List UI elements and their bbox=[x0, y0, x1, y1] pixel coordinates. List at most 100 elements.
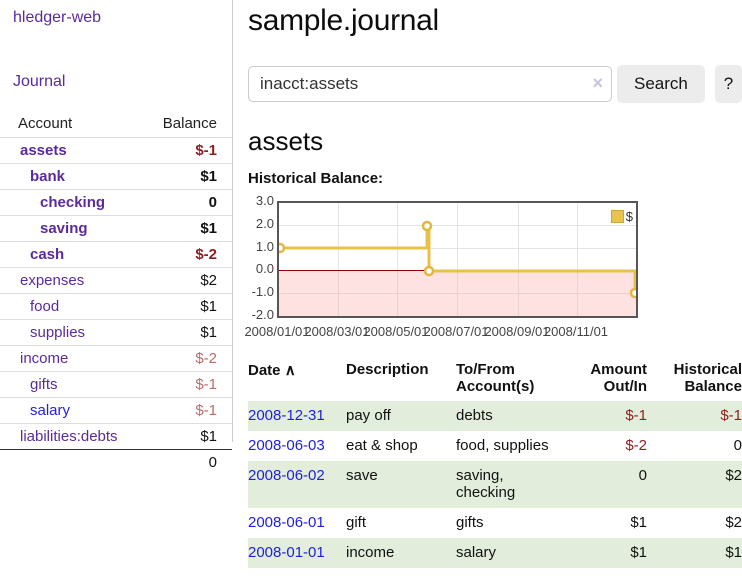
account-row-bank: bank $1 bbox=[0, 163, 232, 190]
account-link-supplies[interactable]: supplies bbox=[30, 324, 86, 341]
transaction-amount: $-1 bbox=[573, 401, 647, 431]
account-link-gifts[interactable]: gifts bbox=[30, 376, 58, 393]
account-row-cash: cash $-2 bbox=[0, 241, 232, 268]
y-tick-label: 2.0 bbox=[255, 216, 274, 231]
x-tick-label: 2008/03/01 bbox=[304, 324, 370, 339]
gridline bbox=[279, 293, 636, 294]
account-link-salary[interactable]: salary bbox=[30, 402, 71, 419]
account-link-food[interactable]: food bbox=[30, 298, 60, 315]
gridline bbox=[577, 203, 578, 316]
data-point-marker bbox=[279, 242, 286, 254]
plot-area: $ bbox=[277, 201, 638, 318]
x-tick-label: 2008/01/01 bbox=[244, 324, 310, 339]
gridline bbox=[338, 203, 339, 316]
historical-balance-chart: 3.0 2.0 1.0 0.0 -1.0 -2.0 bbox=[244, 193, 742, 345]
account-row-supplies: supplies $1 bbox=[0, 319, 232, 346]
transaction-date-link[interactable]: 2008-06-03 bbox=[248, 437, 325, 454]
x-tick-label: 2008/11/01 bbox=[543, 324, 609, 339]
transaction-date-link[interactable]: 2008-12-31 bbox=[248, 407, 325, 424]
search-box: × bbox=[248, 66, 612, 102]
clear-search-icon[interactable]: × bbox=[592, 73, 603, 93]
account-link-cash[interactable]: cash bbox=[30, 246, 65, 263]
transaction-amount: $-2 bbox=[625, 437, 647, 454]
negative-region bbox=[279, 271, 636, 316]
transaction-accounts: food, supplies bbox=[456, 437, 549, 454]
x-tick-label: 2008/09/01 bbox=[484, 324, 550, 339]
transaction-description: income bbox=[345, 538, 455, 568]
register-header-balance: Historical Balance bbox=[673, 361, 742, 395]
account-link-liabilities-debts[interactable]: liabilities:debts bbox=[20, 428, 118, 445]
accounts-total-row: 0 bbox=[0, 450, 232, 476]
y-tick-label: 0.0 bbox=[255, 261, 274, 276]
accounts-total-value: 0 bbox=[208, 454, 217, 471]
register-row: 2008-12-31 pay off debts $-1 $-1 bbox=[248, 401, 742, 431]
transaction-balance: 0 bbox=[733, 437, 742, 454]
app-brand-link[interactable]: hledger-web bbox=[13, 9, 102, 26]
accounts-header-balance: Balance bbox=[146, 112, 232, 138]
gridline bbox=[457, 203, 458, 316]
transaction-amount: 0 bbox=[573, 461, 647, 508]
legend-swatch-icon bbox=[610, 210, 624, 223]
help-button[interactable]: ? bbox=[714, 65, 742, 103]
register-row: 2008-06-02 save saving, checking 0 $2 bbox=[248, 461, 742, 508]
y-tick-label: -2.0 bbox=[251, 307, 274, 322]
transaction-accounts: salary bbox=[455, 538, 573, 568]
transaction-amount: $1 bbox=[630, 514, 647, 531]
transaction-date-link[interactable]: 2008-06-01 bbox=[248, 514, 325, 531]
account-balance: $1 bbox=[146, 215, 232, 242]
gridline bbox=[279, 225, 636, 226]
legend-label: $ bbox=[625, 209, 633, 224]
page-title: sample.journal bbox=[248, 4, 439, 37]
accounts-header-account: Account bbox=[0, 112, 147, 138]
data-point-marker bbox=[421, 220, 433, 232]
account-row-liabilities-debts: liabilities:debts $1 bbox=[0, 423, 232, 450]
register-header-accounts: To/From Account(s) bbox=[456, 361, 535, 395]
account-balance: $-1 bbox=[146, 137, 232, 164]
account-row-income: income $-2 bbox=[0, 345, 232, 372]
account-balance: $1 bbox=[146, 423, 232, 450]
account-row-saving: saving $1 bbox=[0, 215, 232, 242]
account-row-checking: checking 0 bbox=[0, 189, 232, 216]
account-balance: $2 bbox=[146, 267, 232, 294]
register-header-date[interactable]: Date ∧ bbox=[248, 359, 345, 401]
accounts-header-row: Account Balance bbox=[0, 112, 232, 138]
gridline bbox=[279, 248, 636, 249]
transaction-amount: $1 bbox=[573, 538, 647, 568]
search-input[interactable] bbox=[248, 66, 612, 102]
transaction-accounts: debts bbox=[455, 401, 573, 431]
chart-heading: Historical Balance: bbox=[248, 170, 384, 187]
account-row-gifts: gifts $-1 bbox=[0, 371, 232, 398]
search-row: × Search ? bbox=[248, 65, 742, 103]
account-link-expenses[interactable]: expenses bbox=[20, 272, 85, 289]
account-balance: $1 bbox=[146, 319, 232, 346]
main-content: sample.journal × Search ? assets Histori… bbox=[244, 0, 742, 568]
gridline bbox=[397, 203, 398, 316]
transaction-balance: $-1 bbox=[647, 401, 742, 431]
account-heading: assets bbox=[248, 126, 324, 156]
account-link-assets[interactable]: assets bbox=[20, 142, 67, 159]
register-header-amount: Amount Out/In bbox=[590, 361, 647, 395]
data-point-marker bbox=[629, 287, 636, 299]
account-row-expenses: expenses $2 bbox=[0, 267, 232, 294]
account-balance: $1 bbox=[146, 163, 232, 190]
transaction-description: save bbox=[345, 461, 455, 508]
account-balance: $1 bbox=[146, 293, 232, 320]
transaction-date-link[interactable]: 2008-01-01 bbox=[248, 544, 325, 561]
account-link-saving[interactable]: saving bbox=[40, 220, 88, 237]
transaction-accounts: gifts bbox=[456, 514, 484, 531]
transaction-date-link[interactable]: 2008-06-02 bbox=[248, 467, 325, 484]
register-header-description: Description bbox=[346, 361, 429, 378]
register-table: Date ∧ Description To/From Account(s) Am… bbox=[248, 359, 742, 568]
sort-ascending-icon[interactable]: ∧ bbox=[284, 362, 296, 379]
balance-line-series bbox=[279, 220, 636, 299]
date-header-label: Date bbox=[248, 362, 281, 379]
sidebar-item-journal[interactable]: Journal bbox=[13, 73, 66, 90]
account-row-assets: assets $-1 bbox=[0, 137, 232, 164]
gridline bbox=[518, 203, 519, 316]
search-button[interactable]: Search bbox=[617, 65, 705, 103]
chart-legend: $ bbox=[610, 209, 633, 224]
account-link-checking[interactable]: checking bbox=[40, 194, 106, 211]
account-link-income[interactable]: income bbox=[20, 350, 69, 367]
transaction-description: gift bbox=[346, 514, 367, 531]
account-link-bank[interactable]: bank bbox=[30, 168, 66, 185]
